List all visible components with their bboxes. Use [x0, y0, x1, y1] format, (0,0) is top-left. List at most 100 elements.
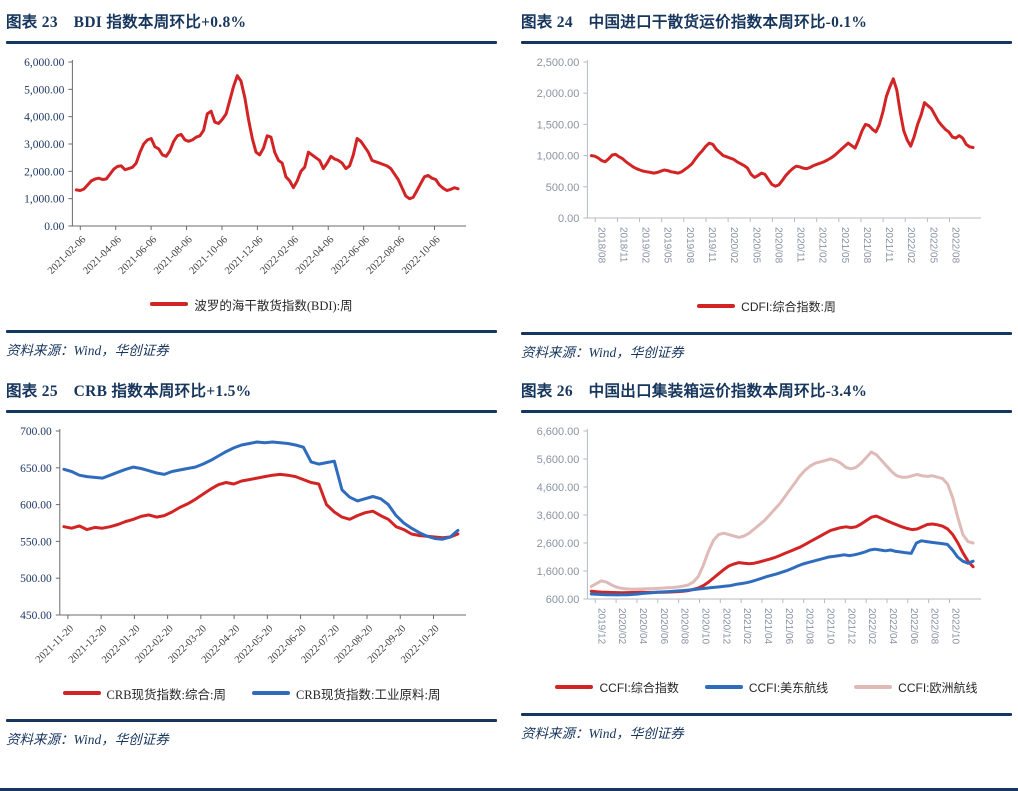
x-tick-label: 2021/11	[883, 227, 894, 263]
legend-item: CCFI:欧洲航线	[854, 679, 978, 696]
x-tick-label: 2022-10-06	[400, 234, 442, 276]
series-line	[62, 472, 460, 540]
bottom-divider	[521, 332, 1012, 335]
x-tick-label: 2020/08	[772, 227, 783, 264]
chart-title: 图表 24 中国进口干散货运价指数本周环比-0.1%	[521, 14, 868, 31]
y-tick-label: 4,000.00	[24, 112, 65, 124]
series-line	[589, 77, 975, 188]
legend-line-swatch	[704, 685, 743, 689]
chart-legend: CCFI:综合指数 CCFI:美东航线 CCFI:欧洲航线	[521, 677, 1012, 697]
x-axis: 2021-11-202021-12-202022-01-202022-02-20…	[34, 614, 466, 666]
x-tick-label: 2022/08	[929, 608, 940, 645]
y-tick-label: 600.00	[20, 500, 52, 512]
x-tick-label: 2021/02	[817, 227, 828, 264]
legend-item: CCFI:综合指数	[555, 679, 679, 696]
page-bottom-rule	[0, 788, 1018, 791]
y-tick-label: 700.00	[20, 426, 52, 438]
y-tick-label: 500.00	[546, 182, 580, 194]
x-tick-label: 2022/06	[908, 608, 919, 645]
y-axis: 0.00 500.00 1,000.00 1,500.00 2,000.00 2,500.…	[537, 57, 588, 225]
legend-item: 波罗的海干散货指数(BDI):周	[150, 295, 353, 314]
x-tick-label: 2020/08	[679, 608, 690, 645]
line-chart: 0.00 1,000.00 2,000.00 3,000.00 4,000.00 5,00…	[24, 57, 466, 277]
legend-label: CCFI:综合指数	[599, 680, 679, 695]
x-tick-label: 2020/06	[658, 608, 669, 645]
legend-label: CCFI:欧洲航线	[898, 680, 978, 695]
y-tick-label: 6,600.00	[537, 426, 580, 438]
x-tick-label: 2019/05	[662, 227, 673, 264]
x-tick-label: 2018/11	[617, 227, 628, 263]
legend-label: 波罗的海干散货指数(BDI):周	[194, 298, 353, 313]
x-tick-label: 2021/04	[762, 608, 773, 645]
y-tick-label: 5,000.00	[24, 84, 65, 96]
legend-label: CRB现货指数:工业原料:周	[296, 687, 441, 702]
y-tick-label: 650.00	[20, 463, 52, 475]
source-note: 资料来源：Wind，华创证券	[521, 726, 684, 741]
line-chart: 600.00 1,600.00 2,600.00 3,600.00 4,600.00 5,…	[537, 426, 981, 645]
chart-title: 图表 23 BDI 指数本周环比+0.8%	[6, 14, 247, 31]
title-divider	[6, 410, 497, 413]
legend-item: CRB现货指数:综合:周	[62, 684, 226, 703]
line-chart: 450.00 500.00 550.00 600.00 650.00 700.00 2021…	[20, 426, 466, 666]
chart-legend: 波罗的海干散货指数(BDI):周	[6, 294, 497, 314]
x-tick-label: 2021/05	[839, 227, 850, 264]
x-tick-label: 2020/04	[637, 608, 648, 645]
x-tick-label: 2019/02	[640, 227, 651, 264]
x-tick-label: 2020/10	[699, 608, 710, 645]
source-note: 资料来源：Wind，华创证券	[521, 345, 684, 360]
bottom-divider	[6, 719, 497, 722]
legend-item: CCFI:美东航线	[704, 679, 829, 696]
chart-legend: CRB现货指数:综合:周 CRB现货指数:工业原料:周	[6, 683, 497, 703]
legend-line-swatch	[697, 304, 736, 308]
chart-panel: 图表 25 CRB 指数本周环比+1.5% 450.00 500.00 550.00…	[6, 377, 497, 750]
title-divider	[6, 41, 497, 44]
x-tick-label: 2022/02	[905, 227, 916, 264]
x-tick-label: 2020/05	[750, 227, 761, 264]
x-tick-label: 2021/02	[741, 608, 752, 645]
y-tick-label: 1,000.00	[24, 194, 65, 206]
x-tick-label: 2022/08	[950, 227, 961, 264]
y-tick-label: 1,000.00	[537, 151, 580, 163]
y-tick-label: 450.00	[20, 610, 52, 622]
legend-line-swatch	[854, 685, 893, 689]
x-tick-label: 2021/08	[804, 608, 815, 645]
legend-label: CRB现货指数:综合:周	[106, 687, 226, 702]
x-tick-label: 2021/06	[783, 608, 794, 645]
title-divider	[521, 41, 1012, 44]
legend-item: CDFI:综合指数:周	[697, 298, 836, 315]
y-tick-label: 1,500.00	[537, 119, 580, 131]
y-tick-label: 2,000.00	[537, 88, 580, 100]
x-axis: 2019/12 2020/02 2020/04 2020/06 2020/08 2020/…	[587, 598, 981, 645]
y-axis: 0.00 1,000.00 2,000.00 3,000.00 4,000.00 5,00…	[24, 57, 73, 233]
series-line	[62, 440, 460, 541]
x-tick-label: 2019/08	[684, 227, 695, 264]
series-line	[74, 74, 460, 201]
x-tick-label: 2022/05	[927, 227, 938, 264]
legend-line-swatch	[555, 685, 594, 689]
y-axis: 600.00 1,600.00 2,600.00 3,600.00 4,600.00 5,…	[537, 426, 588, 606]
legend-label: CDFI:综合指数:周	[741, 299, 836, 314]
x-axis: 2021-02-062021-04-062021-06-062021-08-06…	[46, 225, 466, 277]
x-tick-label: 2021/08	[861, 227, 872, 264]
x-tick-label: 2021/12	[845, 608, 856, 645]
x-tick-label: 2020/11	[795, 227, 806, 263]
line-chart: 0.00 500.00 1,000.00 1,500.00 2,000.00 2,500.…	[537, 57, 981, 264]
x-axis: 2018/08 2018/11 2019/02 2019/05 2019/08 2019/…	[587, 217, 981, 264]
source-note: 资料来源：Wind，华创证券	[6, 732, 169, 747]
x-tick-label: 2019/11	[706, 227, 717, 263]
series-line	[589, 514, 975, 595]
source-note: 资料来源：Wind，华创证券	[6, 343, 169, 358]
x-tick-label: 2018/08	[595, 227, 606, 264]
y-tick-label: 550.00	[20, 536, 52, 548]
series-line	[589, 450, 975, 591]
y-tick-label: 2,500.00	[537, 57, 580, 69]
x-tick-label: 2020/02	[728, 227, 739, 264]
chart-title: 图表 25 CRB 指数本周环比+1.5%	[6, 383, 252, 400]
legend-line-swatch	[252, 691, 290, 695]
x-tick-label: 2020/12	[720, 608, 731, 645]
legend-label: CCFI:美东航线	[748, 680, 829, 695]
chart-legend: CDFI:综合指数:周	[521, 296, 1012, 316]
y-tick-label: 5,600.00	[537, 454, 580, 466]
legend-item: CRB现货指数:工业原料:周	[252, 684, 440, 703]
x-tick-label: 2022/10	[950, 608, 961, 645]
